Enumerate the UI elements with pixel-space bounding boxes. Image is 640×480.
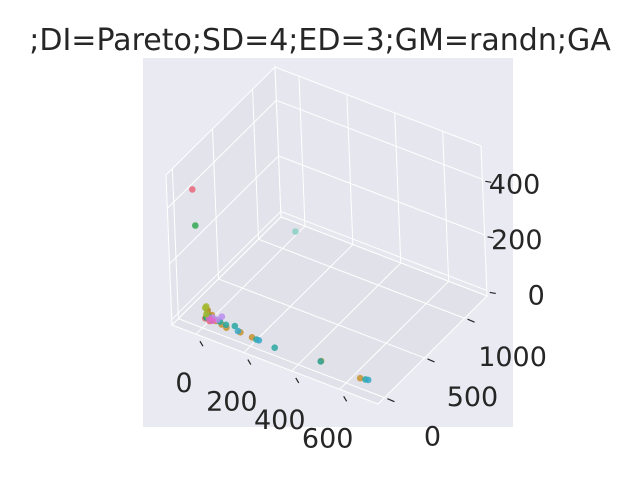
scatter-point <box>189 186 196 193</box>
gridline-x <box>298 76 306 227</box>
pane-floor <box>171 216 488 405</box>
scatter-point <box>255 337 263 344</box>
scatter-point <box>271 344 279 352</box>
tick-mark <box>295 377 300 384</box>
gridline-z <box>278 155 485 236</box>
gridline-z <box>169 155 279 265</box>
gridline-z <box>280 210 487 291</box>
tick-mark <box>247 359 252 365</box>
tick-mark <box>343 395 348 402</box>
gridline-y <box>211 128 219 279</box>
x-tick-label: 600 <box>302 423 354 454</box>
z-tick-label: 400 <box>489 169 541 200</box>
z-tick-label: 200 <box>491 225 543 256</box>
gridline-x <box>442 131 450 282</box>
gridline-y <box>252 89 260 240</box>
z-tick-label: 0 <box>528 280 545 311</box>
scatter-point <box>231 322 239 330</box>
x-tick-label: 200 <box>206 387 258 418</box>
gridline-y <box>218 278 425 359</box>
gridline-z <box>276 99 483 180</box>
gridline-y <box>258 238 465 319</box>
y-tick-label: 500 <box>447 382 499 413</box>
y-tick-label: 0 <box>424 422 441 453</box>
gridline-x <box>394 112 402 263</box>
scatter-point <box>203 311 210 318</box>
tick-mark <box>387 398 395 403</box>
gridline-z <box>166 99 277 209</box>
scatter-points <box>189 186 372 384</box>
gridline-x <box>291 262 402 372</box>
scatter-point <box>218 313 226 321</box>
scatter-point <box>202 303 210 310</box>
tick-mark <box>467 318 475 323</box>
gridline-z <box>171 211 282 320</box>
scatter-point <box>209 317 216 325</box>
x-tick-label: 400 <box>254 405 306 436</box>
scatter-point <box>192 222 199 229</box>
x-tick-label: 0 <box>175 368 192 399</box>
tick-mark <box>199 340 204 347</box>
gridlines <box>166 76 487 399</box>
gridline-x <box>346 94 354 245</box>
scatter-point <box>356 374 364 382</box>
tick-mark <box>487 236 494 239</box>
y-tick-label: 1000 <box>478 342 547 373</box>
gridline-x <box>339 280 450 390</box>
gridline-x <box>243 244 354 353</box>
gridline-y <box>171 168 179 319</box>
tick-mark <box>427 358 435 363</box>
tick-mark <box>485 180 492 183</box>
scatter-point <box>364 376 372 384</box>
scatter-point <box>317 358 325 365</box>
scatter-point <box>292 228 299 235</box>
scatter-point <box>222 321 230 329</box>
gridline-y <box>178 318 385 399</box>
scatter-point <box>234 327 242 335</box>
tick-mark <box>489 291 496 295</box>
chart-title: ;DI=Pareto;SD=4;ED=3;GM=randn;GA <box>29 23 611 58</box>
